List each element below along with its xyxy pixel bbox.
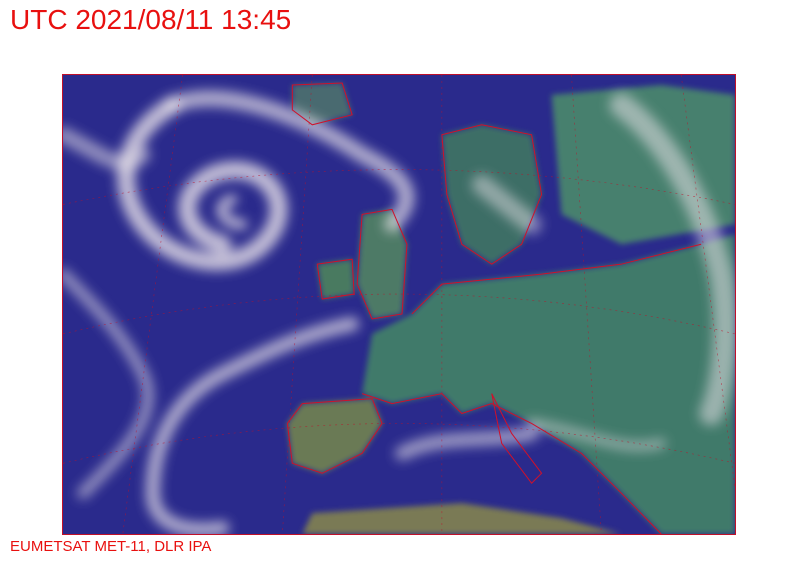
land-masses: [287, 82, 735, 534]
graticule: [63, 75, 735, 534]
data-credit: EUMETSAT MET-11, DLR IPA: [10, 538, 212, 555]
cloud-systems: [63, 90, 735, 534]
timestamp-title: UTC 2021/08/11 13:45: [10, 4, 292, 35]
coastlines-borders: [286, 82, 702, 534]
satellite-map: [62, 74, 736, 535]
